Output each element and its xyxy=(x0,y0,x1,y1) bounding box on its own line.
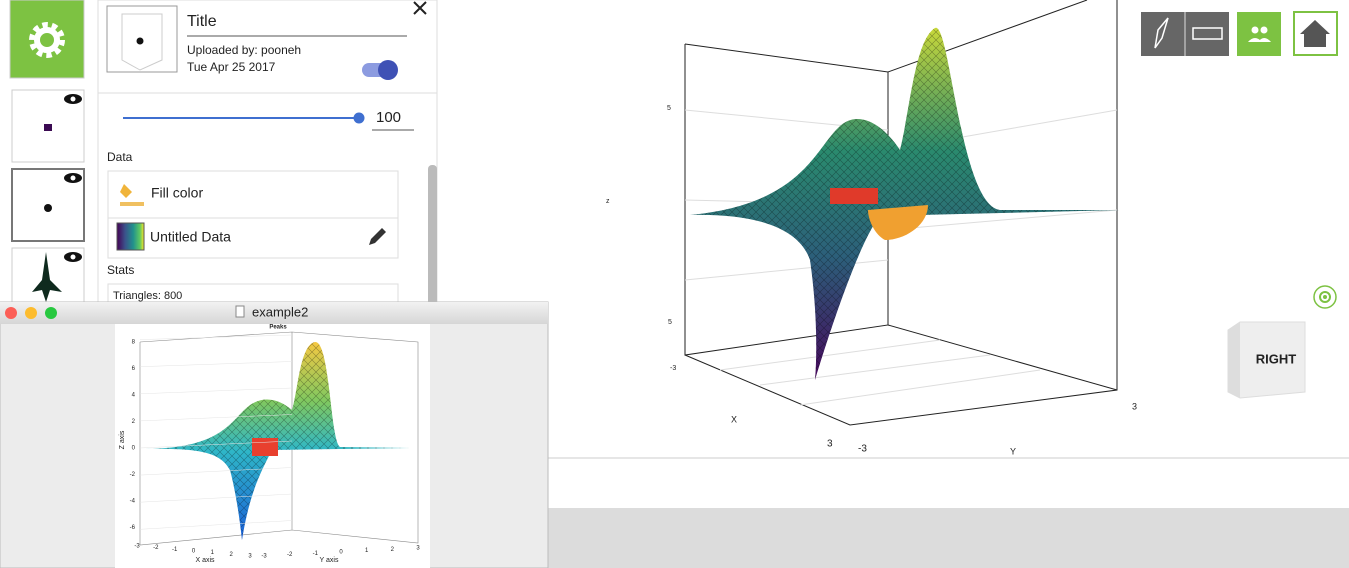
layer-title[interactable]: Title xyxy=(187,13,217,30)
z-tick-label: -4 xyxy=(130,499,136,505)
grid-line xyxy=(139,467,293,476)
draw-tool[interactable] xyxy=(1154,17,1169,49)
z-tick-label: -2 xyxy=(130,472,136,478)
fill-icon xyxy=(120,184,132,198)
slider-knob[interactable] xyxy=(353,112,365,124)
axis-label: 3 xyxy=(1132,401,1137,411)
window-titlebar xyxy=(0,302,548,324)
thumbnail-shape xyxy=(32,252,62,302)
z-axis-label: Z axis xyxy=(119,430,126,449)
minimize-window[interactable] xyxy=(25,307,37,319)
gear-icon xyxy=(34,27,60,53)
section-heading: Data xyxy=(107,150,133,164)
grid-line xyxy=(139,493,293,503)
axis-label: 5 xyxy=(667,105,671,112)
z-tick-label: 8 xyxy=(132,340,136,346)
share-button[interactable] xyxy=(1237,12,1281,56)
axis-label: -3 xyxy=(858,444,867,455)
surface-patch xyxy=(868,205,928,240)
y-tick-label: 1 xyxy=(365,548,369,554)
y-tick-label: 0 xyxy=(339,550,343,556)
grid-line xyxy=(139,387,293,395)
y-tick-label: -2 xyxy=(287,552,293,558)
bottom-bar xyxy=(548,508,1349,568)
z-tick-label: 4 xyxy=(132,393,136,399)
z-tick-label: 0 xyxy=(132,446,136,452)
axis-label: -3 xyxy=(670,365,676,372)
x-tick-label: -3 xyxy=(134,544,140,550)
x-tick-label: -1 xyxy=(172,547,178,553)
axis-labels: 5 z 5 -3 X 3 -3 Y 3 xyxy=(606,105,1137,457)
axis-label: 3 xyxy=(827,439,833,450)
scrollbar[interactable] xyxy=(428,165,437,305)
data-box xyxy=(107,170,399,259)
orientation-label: RIGHT xyxy=(1256,351,1297,366)
edit-icon[interactable] xyxy=(369,228,386,245)
y-tick-label: -3 xyxy=(261,554,267,560)
grid-line xyxy=(139,440,293,449)
y-tick-label: 2 xyxy=(391,547,395,553)
close-window[interactable] xyxy=(5,307,17,319)
plot-title: Peaks xyxy=(269,325,287,331)
x-tick-label: 3 xyxy=(248,554,252,560)
window-title: example2 xyxy=(252,304,308,319)
y-tick-label: 3 xyxy=(416,546,420,552)
fill-color[interactable]: Fill color xyxy=(151,185,203,201)
gear-icon xyxy=(29,22,65,58)
axis-label: Y xyxy=(1010,446,1016,456)
x-axis-label: X axis xyxy=(195,557,215,564)
measure-tool[interactable] xyxy=(1192,27,1223,40)
toggle-knob[interactable] xyxy=(378,60,398,80)
upload-date: Tue Apr 25 2017 xyxy=(187,60,276,74)
colormap-swatch[interactable] xyxy=(116,222,145,251)
x-tick-label: 2 xyxy=(229,552,233,558)
data-name: Untitled Data xyxy=(150,229,231,245)
uploader: Uploaded by: pooneh xyxy=(187,43,301,57)
grid-line xyxy=(139,520,293,530)
close-button[interactable] xyxy=(413,1,427,15)
surface-patch xyxy=(830,188,878,204)
y-tick-label: -1 xyxy=(313,551,319,557)
grid-line xyxy=(139,414,293,422)
opacity-value[interactable]: 100 xyxy=(376,109,401,126)
zoom-window[interactable] xyxy=(45,307,57,319)
thumbnail-shape xyxy=(44,204,52,212)
triangle-count: Triangles: 800 xyxy=(113,290,182,302)
z-tick-label: 2 xyxy=(132,419,136,425)
axis-label: z xyxy=(606,198,610,205)
y-axis-label: Y axis xyxy=(320,557,339,564)
x-tick-label: 0 xyxy=(192,549,196,555)
z-tick-label: -6 xyxy=(130,525,136,531)
axis-label: X xyxy=(731,414,737,424)
z-tick-label: 6 xyxy=(132,366,136,372)
x-tick-label: -2 xyxy=(153,545,159,551)
thumbnail-shape xyxy=(44,124,52,131)
section-heading: Stats xyxy=(107,263,134,277)
x-tick-label: 1 xyxy=(211,550,215,556)
settings-button[interactable] xyxy=(9,0,85,79)
grid-line xyxy=(139,334,293,340)
axis-label: 5 xyxy=(668,319,672,326)
grid-line xyxy=(139,361,293,367)
